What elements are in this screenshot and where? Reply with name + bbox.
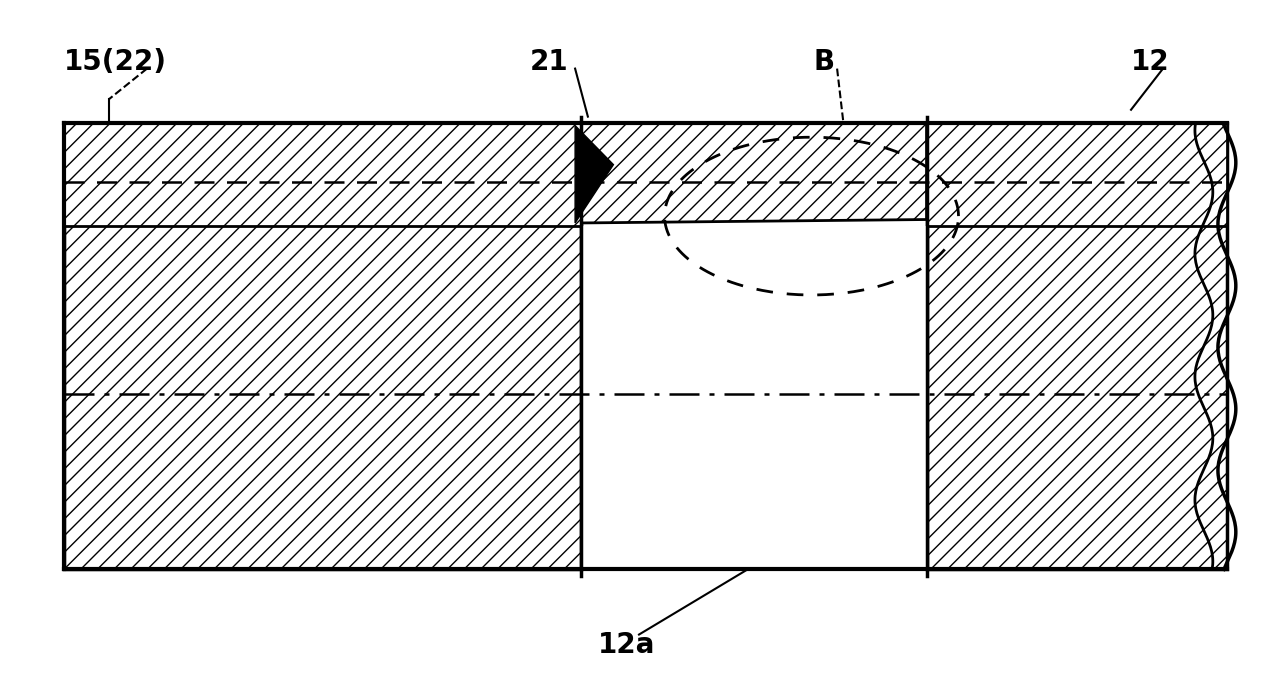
Text: 21: 21 [530,48,569,75]
Bar [927,123,1227,569]
Text: 15(22): 15(22) [64,48,167,75]
Bar [64,123,581,569]
Text: 12a: 12a [598,631,654,659]
Polygon shape [581,123,927,223]
Bar [581,226,927,569]
Bar [927,123,1227,226]
Text: B: B [814,48,835,75]
Bar [64,123,581,226]
Polygon shape [575,126,613,223]
Text: 12: 12 [1131,48,1169,75]
